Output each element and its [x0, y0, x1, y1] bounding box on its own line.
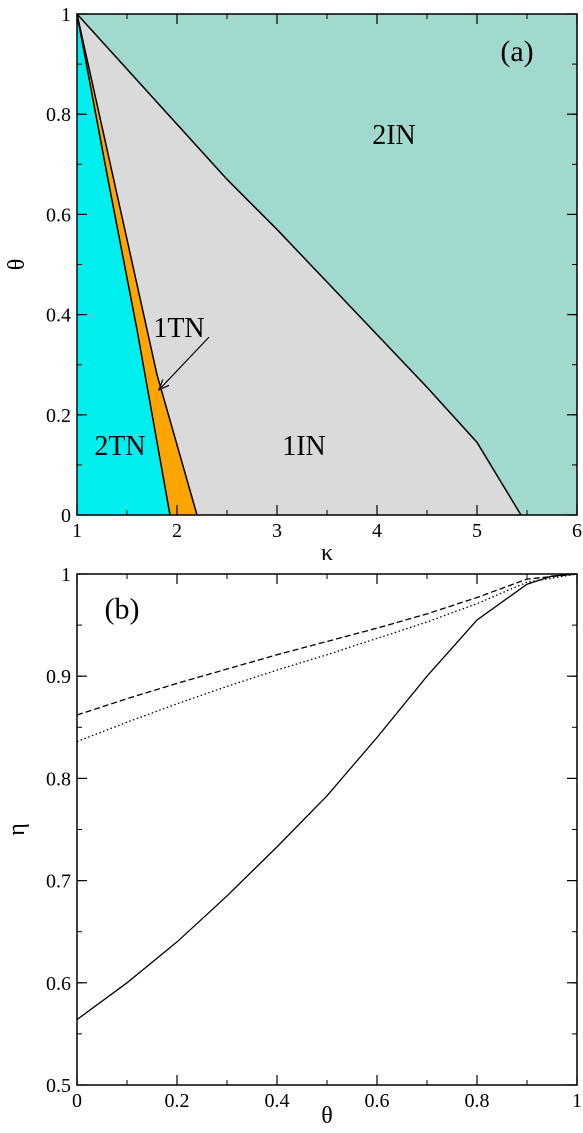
- x-tick-label: 0.2: [165, 1090, 190, 1112]
- region-label-1TN: 1TN: [153, 313, 204, 344]
- y-tick-label: 0.6: [46, 973, 71, 995]
- y-tick-label: 1: [61, 564, 71, 586]
- panel-b: 0 0.2 0.4 0.6 0.8 1 0.5 0.6 0.7 0.8 0.9 1 (b) θ η: [4, 564, 582, 1129]
- phase-boundary-line: [76, 13, 171, 516]
- region-label-2TN: 2TN: [94, 431, 145, 462]
- y-tick-label: 0.8: [46, 104, 71, 126]
- x-axis-title: κ: [321, 540, 333, 566]
- plot-frame: [76, 13, 578, 516]
- panel-a: 1 2 3 4 5 6 0 0.2 0.4 0.6 0.8 1 2TN 1TN 1IN 2IN (a) κ θ: [4, 4, 582, 566]
- x-tick-label: 1: [572, 1090, 582, 1112]
- series-line-dashed: [76, 573, 578, 716]
- y-axis-title: η: [4, 823, 30, 836]
- x-tick-label: 5: [472, 520, 482, 542]
- x-tick-label: 2: [172, 520, 182, 542]
- panel-label-b: (b): [105, 593, 140, 626]
- x-tick-label: 0.6: [365, 1090, 390, 1112]
- phase-boundary-line: [76, 13, 522, 516]
- y-tick-label: 0.9: [46, 666, 71, 688]
- y-tick-label: 0.2: [46, 405, 71, 427]
- y-axis-title: θ: [4, 259, 30, 271]
- x-tick-label: 6: [572, 520, 582, 542]
- y-tick-label: 0.5: [46, 1075, 71, 1097]
- annotation-arrow-line: [158, 336, 210, 391]
- y-tick-label: 0: [61, 505, 71, 527]
- region-label-2IN: 2IN: [372, 120, 416, 151]
- x-tick-label: 3: [272, 520, 282, 542]
- region-label-1IN: 1IN: [282, 431, 326, 462]
- region-2IN: [77, 14, 577, 515]
- region-1IN: [77, 14, 521, 515]
- x-axis-title: θ: [321, 1103, 333, 1129]
- y-tick-label: 0.8: [46, 768, 71, 790]
- annotation-arrow-head: [157, 379, 170, 391]
- panel-label-a: (a): [500, 35, 533, 68]
- y-tick-label: 0.4: [46, 305, 71, 327]
- x-tick-label: 1: [72, 520, 82, 542]
- y-tick-label: 1: [61, 4, 71, 26]
- x-tick-label: 0: [72, 1090, 82, 1112]
- plot-frame: [76, 573, 578, 1086]
- x-tick-label: 0.4: [265, 1090, 290, 1112]
- y-tick-label: 0.6: [46, 204, 71, 226]
- series-line-solid: [76, 573, 578, 1021]
- series-line-dotted: [76, 573, 578, 743]
- phase-boundary-line: [76, 13, 198, 516]
- x-tick-label: 0.8: [465, 1090, 490, 1112]
- x-tick-label: 4: [372, 520, 382, 542]
- y-tick-label: 0.7: [46, 871, 71, 893]
